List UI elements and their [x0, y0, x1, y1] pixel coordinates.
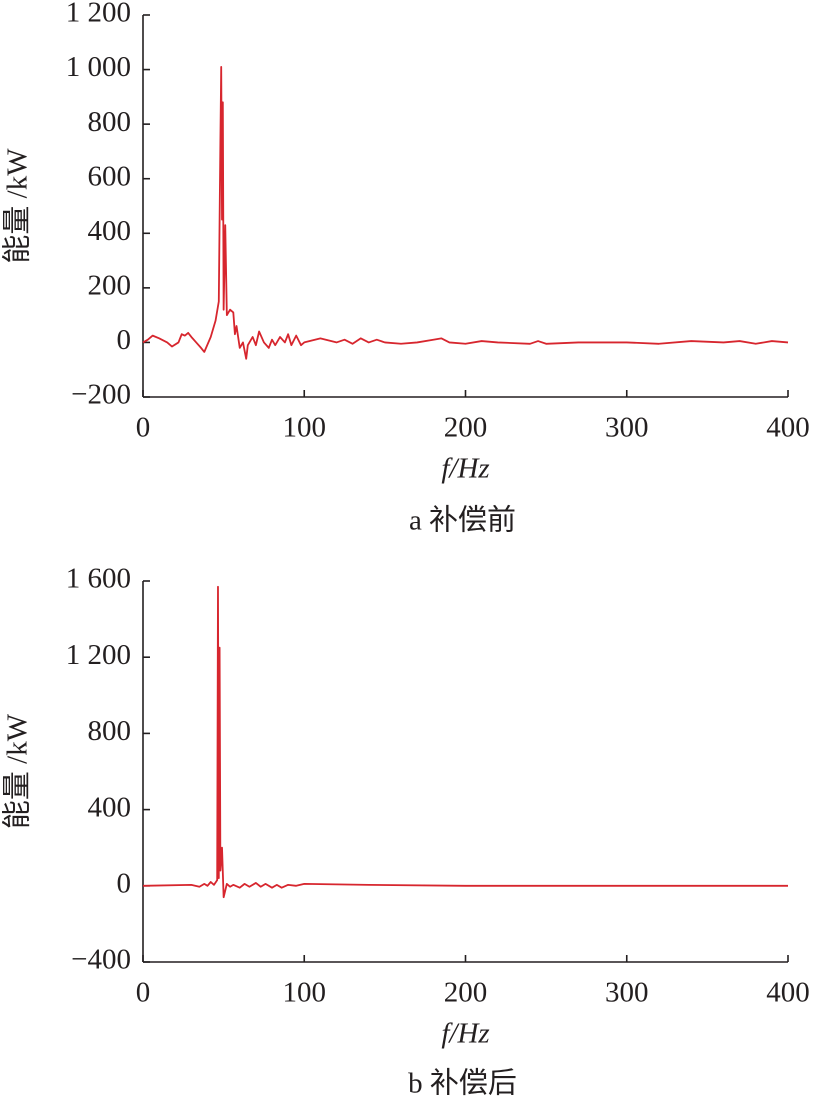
y-tick-label: −200 — [71, 379, 131, 411]
x-tick-label: 0 — [136, 977, 151, 1009]
y-tick-label: 0 — [117, 324, 132, 356]
y-tick-label: 800 — [88, 715, 132, 747]
data-line — [142, 585, 788, 899]
x-tick-label: 0 — [136, 412, 151, 444]
data-line — [142, 65, 789, 360]
caption: b 补偿后 — [408, 1067, 517, 1100]
x-tick-label: 100 — [283, 977, 327, 1009]
y-axis-label: 能量 /kW — [1, 713, 34, 829]
y-axis-label: 能量 /kW — [1, 148, 34, 264]
x-tick-label: 200 — [444, 977, 488, 1009]
x-tick-label: 400 — [766, 412, 810, 444]
x-tick-label: 300 — [605, 412, 649, 444]
y-tick-label: 0 — [117, 867, 132, 899]
y-tick-label: 1 600 — [66, 563, 131, 595]
x-axis-label: f/Hz — [441, 1018, 489, 1050]
x-tick-label: 300 — [605, 977, 649, 1009]
y-tick-label: 400 — [88, 791, 132, 823]
x-tick-label: 100 — [283, 412, 327, 444]
y-tick-label: 600 — [88, 160, 132, 192]
y-tick-label: 200 — [88, 270, 132, 302]
x-axis-label: f/Hz — [441, 453, 489, 485]
caption: a 补偿前 — [409, 504, 516, 537]
y-tick-label: −400 — [71, 944, 131, 976]
y-tick-label: 1 000 — [66, 51, 131, 83]
y-tick-label: 400 — [88, 215, 132, 247]
y-tick-label: 1 200 — [66, 0, 131, 29]
x-tick-label: 200 — [444, 412, 488, 444]
x-tick-label: 400 — [766, 977, 810, 1009]
y-tick-label: 800 — [88, 106, 132, 138]
y-tick-label: 1 200 — [66, 639, 131, 671]
